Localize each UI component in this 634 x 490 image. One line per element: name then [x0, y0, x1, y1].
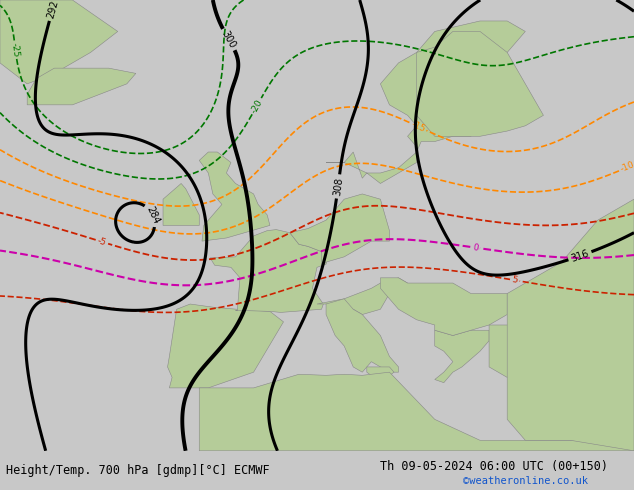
Text: ©weatheronline.co.uk: ©weatheronline.co.uk: [463, 476, 588, 486]
Polygon shape: [199, 372, 634, 451]
Text: 5: 5: [511, 275, 519, 285]
Polygon shape: [367, 367, 394, 383]
Text: -20: -20: [249, 98, 264, 115]
Text: Th 09-05-2024 06:00 UTC (00+150): Th 09-05-2024 06:00 UTC (00+150): [380, 460, 609, 473]
Polygon shape: [163, 183, 199, 225]
Polygon shape: [290, 194, 389, 268]
Polygon shape: [210, 230, 328, 313]
Text: -5: -5: [96, 236, 108, 247]
Polygon shape: [326, 299, 399, 372]
Text: Height/Temp. 700 hPa [gdmp][°C] ECMWF: Height/Temp. 700 hPa [gdmp][°C] ECMWF: [6, 464, 270, 477]
Polygon shape: [380, 278, 507, 336]
Text: -15: -15: [410, 119, 427, 134]
Text: -10: -10: [619, 160, 634, 174]
Text: -25: -25: [10, 42, 21, 57]
Text: 284: 284: [144, 205, 161, 225]
Polygon shape: [27, 68, 136, 105]
Text: 292: 292: [46, 0, 60, 20]
Polygon shape: [199, 152, 270, 241]
Polygon shape: [326, 21, 526, 183]
Polygon shape: [417, 31, 543, 136]
Polygon shape: [0, 0, 118, 84]
Text: 308: 308: [332, 177, 344, 196]
Polygon shape: [507, 199, 634, 451]
Polygon shape: [489, 325, 589, 383]
Polygon shape: [317, 278, 408, 315]
Text: 0: 0: [472, 243, 479, 252]
Text: 300: 300: [220, 29, 238, 50]
Polygon shape: [167, 304, 283, 388]
Polygon shape: [435, 330, 489, 383]
Text: 316: 316: [570, 248, 590, 264]
